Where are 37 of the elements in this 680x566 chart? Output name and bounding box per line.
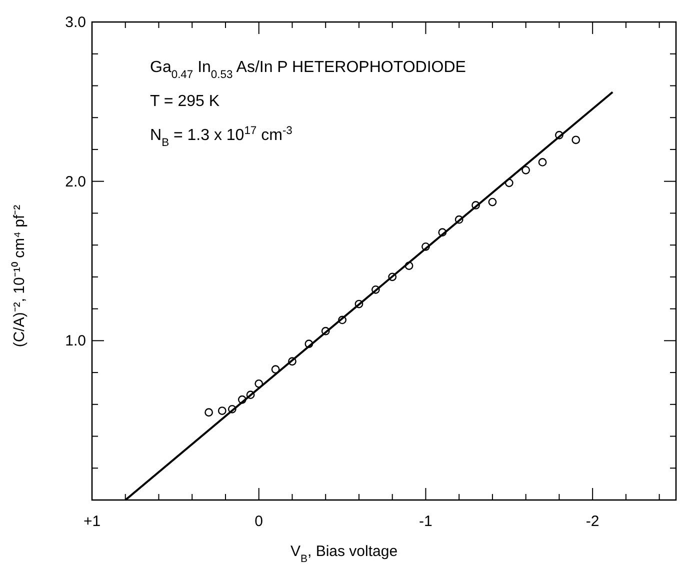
point — [304, 340, 314, 348]
point — [354, 300, 364, 308]
x-tick-label: -2 — [586, 513, 600, 530]
annotation: N$_{B}$ = 1.3 x 10$^{17}$ cm$^{-3}$ — [150, 125, 292, 149]
point — [321, 326, 330, 336]
y-tick-label: 2.0 — [65, 173, 86, 190]
point — [472, 201, 480, 210]
y-axis-title: (C/A)⁻², 10⁻¹⁰ cm⁴ pf⁻² — [11, 204, 28, 348]
point — [555, 130, 564, 140]
point — [504, 178, 514, 188]
annotation: Ga$_{0.47}$ In$_{0.53}$ As/In P HETEROPHOTODIODE — [150, 59, 466, 81]
point — [538, 158, 547, 166]
x-tick-label: -1 — [419, 513, 432, 530]
point — [338, 316, 346, 324]
point — [288, 357, 296, 366]
point — [204, 408, 213, 417]
point — [404, 262, 414, 270]
point — [218, 406, 226, 415]
y-tick-label: 3.0 — [65, 14, 86, 31]
point — [454, 215, 464, 224]
point — [488, 198, 497, 206]
annotation: T = 295 K — [150, 93, 220, 110]
point — [371, 285, 380, 294]
point — [422, 242, 430, 251]
point — [238, 395, 246, 404]
point — [228, 404, 236, 414]
point — [388, 272, 397, 282]
point — [438, 228, 447, 237]
point — [572, 136, 580, 144]
y-tick-label: 1.0 — [65, 332, 86, 350]
point — [254, 379, 264, 388]
x-tick-label: +1 — [83, 513, 101, 530]
point — [271, 365, 280, 374]
x-axis-title: V$_{B}$, Bias voltage — [290, 543, 398, 565]
point — [522, 166, 530, 174]
point — [246, 390, 255, 400]
x-tick-label: 0 — [254, 513, 264, 530]
